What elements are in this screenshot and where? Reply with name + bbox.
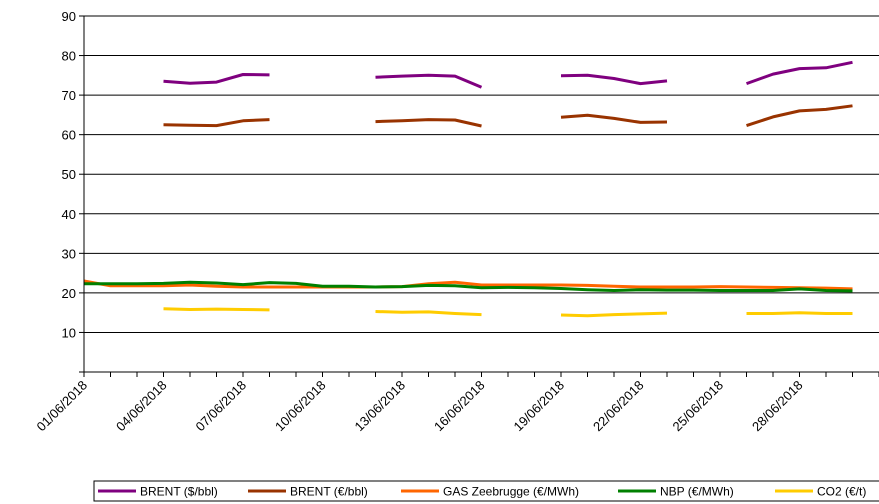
legend-label: CO2 (€/t) [817,485,866,499]
series-segment [84,280,853,293]
series-segment [163,73,270,85]
x-tick-label: 16/06/2018 [431,378,488,435]
series-lines [83,60,853,318]
series-line [84,280,853,293]
y-axis-tick-labels: 10 20 30 40 50 60 70 80 90 [62,9,76,340]
series-line [163,60,853,89]
series-segment [560,73,668,86]
x-tick-label: 01/06/2018 [33,378,90,435]
series-segment [375,118,482,128]
series-line [83,279,853,291]
x-tick-label: 22/06/2018 [590,378,647,435]
legend-label: GAS Zeebrugge (€/MWh) [443,485,579,499]
legend-box [93,480,879,502]
y-tick-label: 40 [62,207,76,222]
axes [79,15,879,377]
legend-label: BRENT (€/bbl) [290,485,368,499]
x-tick-label: 19/06/2018 [510,378,567,435]
series-segment [560,311,668,318]
series-segment [163,307,270,312]
series-segment [560,113,668,124]
gridlines [84,15,879,333]
legend: BRENT ($/bbl) BRENT (€/bbl) GAS Zeebrugge … [93,480,879,502]
x-tick-label: 28/06/2018 [749,378,806,435]
series-segment [83,279,853,291]
y-tick-label: 30 [62,246,76,261]
series-segment [746,104,853,128]
x-axis-tick-labels: 01/06/2018 04/06/2018 07/06/2018 10/06/2018… [33,378,805,435]
series-segment [163,118,270,128]
y-tick-label: 60 [62,128,76,143]
x-tick-label: 04/06/2018 [113,378,170,435]
y-tick-label: 90 [62,9,76,24]
y-tick-label: 20 [62,286,76,301]
x-tick-label: 25/06/2018 [669,378,726,435]
x-tick-label: 10/06/2018 [272,378,329,435]
series-line [163,307,853,318]
y-tick-label: 10 [62,325,76,340]
x-tick-label: 13/06/2018 [351,378,408,435]
x-tick-label: 07/06/2018 [192,378,249,435]
y-tick-label: 80 [62,49,76,64]
series-segment [375,310,482,317]
series-segment [745,60,853,86]
legend-label: NBP (€/MWh) [660,485,734,499]
series-line [163,104,853,128]
y-tick-label: 50 [62,167,76,182]
y-tick-label: 70 [62,88,76,103]
legend-label: BRENT ($/bbl) [140,485,218,499]
series-segment [375,73,483,89]
series-segment [746,311,853,315]
